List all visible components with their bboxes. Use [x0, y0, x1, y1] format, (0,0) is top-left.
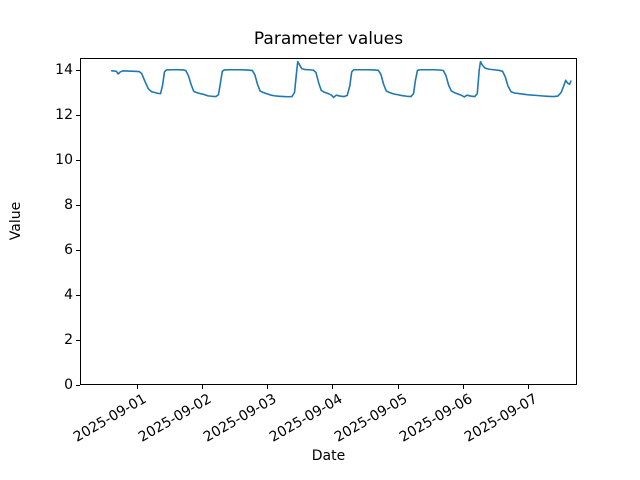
x-tick — [201, 385, 203, 389]
y-tick-label: 12 — [55, 107, 73, 124]
x-tick-label: 2025-09-05 — [331, 391, 411, 446]
x-tick-label: 2025-09-02 — [135, 391, 215, 446]
y-tick-label: 8 — [64, 197, 73, 214]
plot-area — [80, 58, 577, 385]
chart-title: Parameter values — [253, 29, 404, 49]
y-tick — [76, 339, 80, 341]
y-tick — [76, 114, 80, 116]
y-tick — [76, 294, 80, 296]
line-series-svg — [110, 60, 572, 99]
x-tick-label: 2025-09-04 — [266, 391, 345, 446]
y-tick — [76, 159, 80, 161]
x-tick — [136, 385, 138, 389]
y-tick-label: 14 — [55, 62, 73, 79]
x-tick — [267, 385, 269, 389]
y-tick — [76, 249, 80, 251]
y-tick-label: 2 — [64, 332, 73, 349]
x-tick — [397, 385, 399, 389]
data-line — [110, 60, 572, 99]
y-tick — [76, 69, 80, 71]
y-tick — [76, 384, 80, 386]
x-tick — [463, 385, 464, 389]
x-tick — [332, 385, 334, 389]
y-tick-label: 4 — [64, 287, 73, 304]
y-tick-label: 6 — [64, 242, 73, 259]
x-tick-label: 2025-09-07 — [462, 391, 541, 446]
y-tick-label: 10 — [55, 152, 73, 169]
x-tick-label: 2025-09-03 — [201, 391, 280, 446]
x-tick-label: 2025-09-06 — [397, 391, 476, 446]
y-tick — [76, 204, 80, 206]
x-tick — [528, 385, 530, 389]
x-axis-label: Date — [311, 448, 346, 464]
x-tick-label: 2025-09-01 — [70, 391, 150, 446]
y-tick-label: 0 — [64, 377, 73, 393]
y-axis-label-text: Value — [8, 201, 24, 241]
